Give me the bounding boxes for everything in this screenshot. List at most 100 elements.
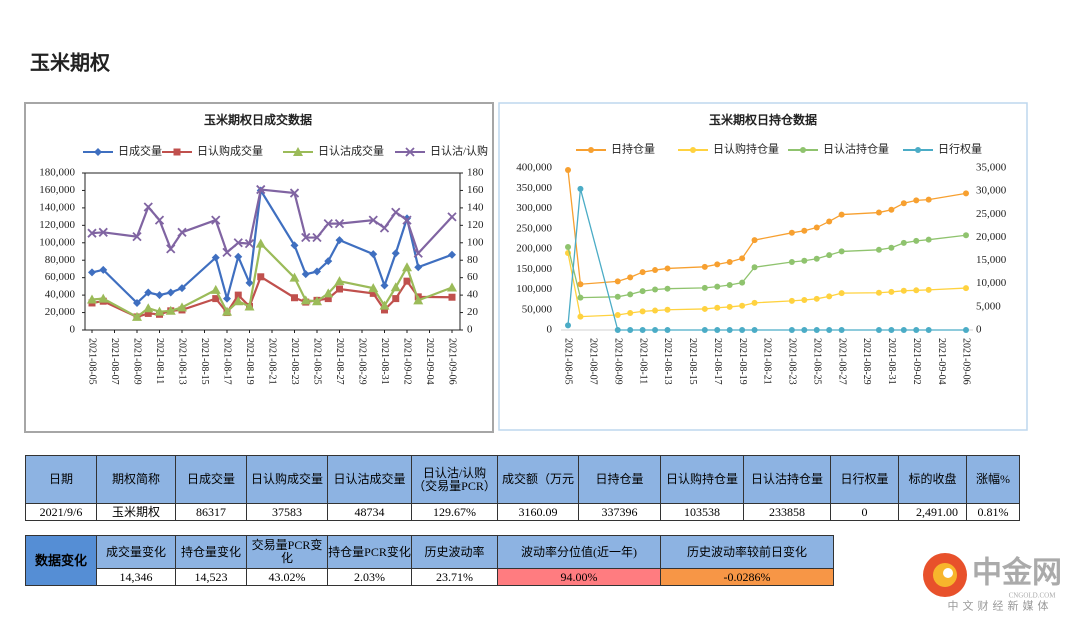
point bbox=[664, 327, 671, 333]
point bbox=[751, 264, 758, 271]
table-cell: 涨幅% bbox=[966, 455, 1020, 504]
point bbox=[813, 327, 820, 333]
point bbox=[334, 218, 345, 229]
table-cell: 历史波动率较前日变化 bbox=[660, 535, 834, 569]
table-cell: 期权简称 bbox=[96, 455, 176, 504]
point bbox=[413, 248, 423, 258]
x-tick-label: 2021-08-27 bbox=[836, 338, 847, 385]
x-tick-label: 2021-09-02 bbox=[402, 338, 413, 385]
point bbox=[913, 287, 920, 294]
point bbox=[143, 303, 154, 313]
logo-domain: CNGOLD.COM bbox=[1009, 592, 1057, 600]
point bbox=[324, 295, 332, 303]
point bbox=[664, 265, 671, 272]
point bbox=[639, 327, 646, 333]
point bbox=[690, 147, 696, 153]
y-tick-label: 80,000 bbox=[45, 254, 76, 266]
logo-tagline: 中文财经新媒体 bbox=[948, 599, 1053, 613]
point bbox=[788, 327, 795, 333]
x-tick-label: 2021-08-29 bbox=[861, 338, 872, 385]
point bbox=[87, 294, 97, 304]
x-tick-label: 2021-08-25 bbox=[312, 338, 323, 385]
table-cell: 233858 bbox=[743, 503, 831, 521]
x-tick-label: 2021-08-13 bbox=[662, 338, 673, 385]
y2-tick-label: 35,000 bbox=[976, 162, 1007, 174]
point bbox=[826, 327, 833, 333]
y-tick-label: 20,000 bbox=[45, 306, 76, 318]
point bbox=[255, 238, 266, 248]
point bbox=[577, 185, 584, 192]
point bbox=[391, 249, 400, 258]
point bbox=[627, 274, 634, 281]
point bbox=[913, 237, 920, 244]
change-table: 数据变化 成交量变化 持仓量变化 交易量PCR变化 持仓量PCR变化 历史波动率 波动率分位… bbox=[25, 535, 834, 586]
y2-tick-label: 0 bbox=[467, 324, 473, 336]
y2-tick-label: 180 bbox=[467, 167, 484, 179]
point bbox=[739, 327, 746, 333]
point bbox=[380, 281, 389, 290]
summary-table: 日期 期权简称 日成交量 日认购成交量 日认沽成交量 日认沽/认购（交易量PCR） 成交额（… bbox=[25, 455, 1020, 521]
point bbox=[915, 147, 921, 153]
series-line bbox=[567, 234, 967, 299]
table-cell: 129.67% bbox=[411, 503, 498, 521]
point bbox=[801, 257, 808, 264]
point bbox=[614, 312, 621, 319]
y-tick-label: 0 bbox=[547, 324, 553, 336]
point bbox=[565, 167, 571, 174]
point bbox=[379, 300, 390, 310]
point bbox=[233, 238, 243, 248]
logo-name: 中金网 bbox=[972, 556, 1062, 591]
y2-tick-label: 80 bbox=[467, 254, 479, 266]
point bbox=[714, 283, 721, 290]
table-cell: 日认购成交量 bbox=[246, 455, 328, 504]
legend-label: 日认购成交量 bbox=[197, 144, 263, 158]
point bbox=[888, 206, 895, 213]
point bbox=[178, 284, 186, 293]
point bbox=[900, 239, 907, 246]
point bbox=[234, 291, 242, 299]
x-tick-label: 2021-09-04 bbox=[424, 338, 435, 385]
point bbox=[565, 243, 571, 250]
point bbox=[739, 279, 746, 286]
point bbox=[312, 232, 322, 243]
y2-tick-label: 30,000 bbox=[976, 185, 1007, 197]
point bbox=[211, 253, 220, 262]
point bbox=[925, 236, 932, 243]
y-tick-label: 300,000 bbox=[516, 202, 552, 214]
y2-tick-label: 20,000 bbox=[976, 231, 1007, 243]
table-row: 2021/9/6 玉米期权 86317 37583 48734 129.67% 3160.0… bbox=[25, 503, 1020, 521]
point bbox=[900, 200, 907, 207]
y-tick-label: 120,000 bbox=[39, 219, 75, 231]
point bbox=[447, 212, 457, 222]
point bbox=[293, 147, 303, 156]
x-tick-label: 2021-08-25 bbox=[811, 338, 822, 385]
table-cell: 37583 bbox=[246, 503, 328, 521]
point bbox=[402, 262, 412, 272]
y2-tick-label: 160 bbox=[467, 184, 484, 196]
point bbox=[165, 305, 176, 315]
series-line bbox=[91, 187, 453, 305]
point bbox=[788, 258, 795, 265]
point bbox=[888, 244, 895, 251]
table-cell: -0.0286% bbox=[660, 568, 834, 586]
table-cell: 持仓量变化 bbox=[175, 535, 247, 569]
point bbox=[577, 313, 584, 320]
point bbox=[788, 229, 795, 236]
point bbox=[875, 327, 882, 333]
point bbox=[132, 232, 142, 242]
point bbox=[963, 327, 969, 333]
table-cell: 337396 bbox=[578, 503, 661, 521]
point bbox=[963, 190, 969, 197]
point bbox=[447, 282, 457, 292]
point bbox=[132, 311, 142, 321]
y2-tick-label: 15,000 bbox=[976, 254, 1007, 266]
y-tick-label: 50,000 bbox=[522, 303, 553, 315]
point bbox=[751, 327, 758, 333]
point bbox=[290, 241, 299, 250]
point bbox=[714, 304, 721, 311]
table-row: 数据变化 成交量变化 持仓量变化 交易量PCR变化 持仓量PCR变化 历史波动率 波动率分位… bbox=[25, 535, 834, 586]
table-cell: 日认沽持仓量 bbox=[743, 455, 831, 504]
point bbox=[813, 295, 820, 302]
point bbox=[381, 306, 388, 314]
